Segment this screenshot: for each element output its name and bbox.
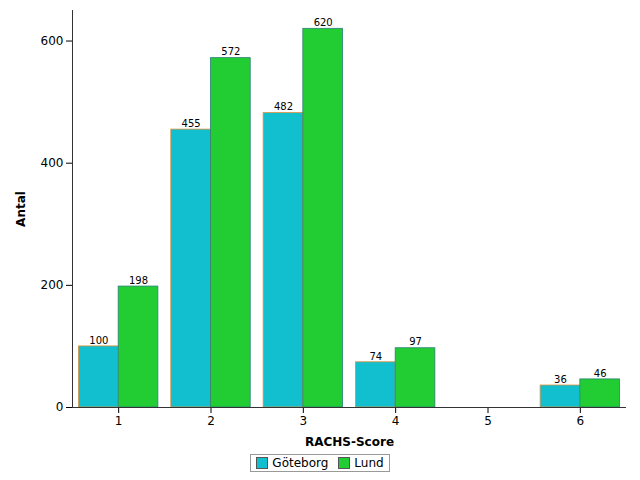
svg-text:5: 5 [484, 414, 492, 428]
svg-text:74: 74 [369, 351, 382, 362]
html-text:Lund: Lund [354, 456, 384, 470]
svg-text:0: 0 [56, 400, 64, 414]
svg-text:400: 400 [41, 156, 64, 170]
svg-text:2: 2 [207, 414, 215, 428]
svg-text:572: 572 [221, 46, 240, 57]
svg-text:46: 46 [594, 368, 607, 379]
svg-text:RACHS-Score: RACHS-Score [305, 435, 394, 449]
svg-text:455: 455 [182, 118, 201, 129]
svg-text:3: 3 [300, 414, 308, 428]
svg-text:97: 97 [409, 336, 422, 347]
svg-text:482: 482 [274, 101, 293, 112]
svg-text:600: 600 [41, 34, 64, 48]
svg-text:Antal: Antal [14, 191, 28, 227]
svg-text:4: 4 [392, 414, 400, 428]
svg-text:200: 200 [41, 278, 64, 292]
html-text:Göteborg: Göteborg [272, 456, 329, 470]
svg-text:36: 36 [554, 374, 567, 385]
svg-text:198: 198 [129, 275, 148, 286]
svg-text:620: 620 [314, 17, 333, 28]
svg-text:6: 6 [577, 414, 585, 428]
svg-text:1: 1 [115, 414, 123, 428]
svg-text:100: 100 [89, 335, 108, 346]
